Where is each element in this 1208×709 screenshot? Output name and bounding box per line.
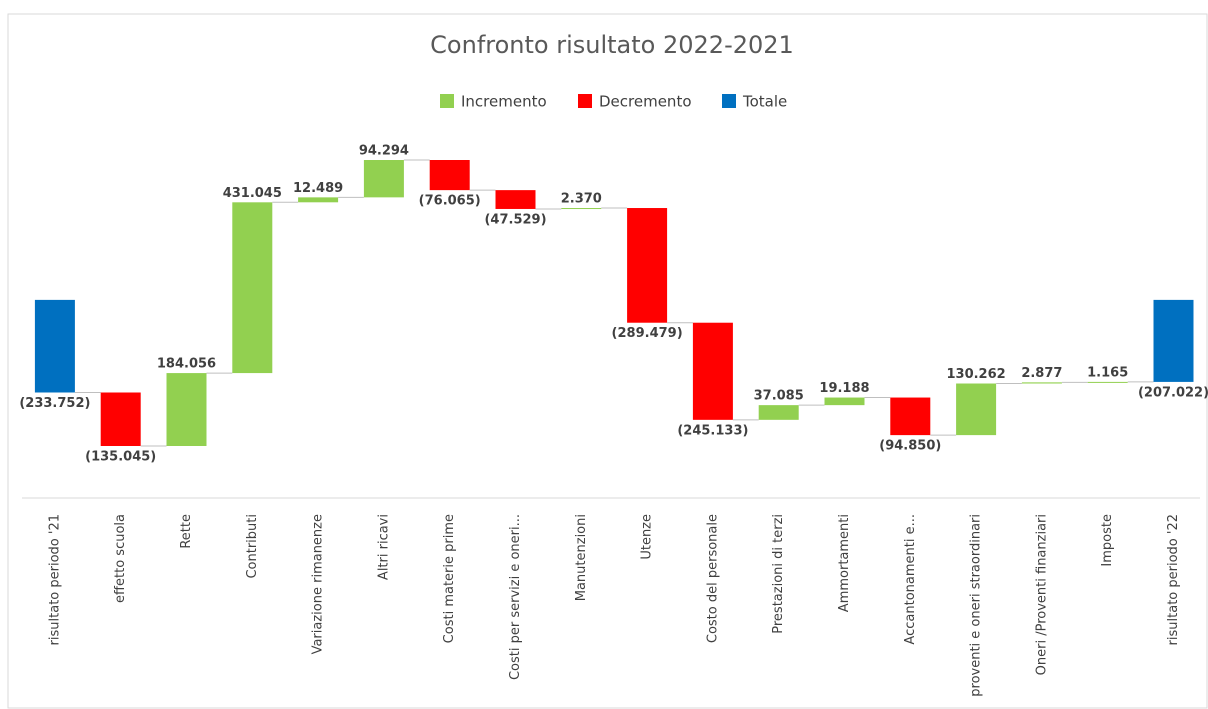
value-label: 2.370 (561, 192, 602, 207)
x-tick-label: Costi per servizi e oneri... (508, 514, 523, 680)
value-label: 12.489 (293, 181, 343, 196)
legend-label: Incremento (461, 93, 547, 111)
x-tick-label: Accantonamenti e... (903, 514, 918, 645)
x-tick-label: Costo del personale (705, 514, 720, 643)
bar (495, 190, 536, 209)
value-label: (233.752) (19, 396, 90, 411)
legend-label: Decremento (599, 93, 692, 111)
x-tick-label: Altri ricavi (376, 514, 391, 580)
legend-label: Totale (742, 93, 787, 111)
bar (429, 160, 470, 191)
value-label: 94.294 (359, 144, 409, 159)
x-tick-label: effetto scuola (113, 514, 128, 603)
x-tick-label: Utenze (640, 514, 655, 560)
chart-frame (7, 13, 1208, 709)
bar (100, 392, 141, 446)
legend-swatch (440, 94, 454, 108)
value-label: (135.045) (85, 450, 156, 465)
bar (824, 397, 865, 406)
bar (561, 208, 602, 210)
legend-swatch (578, 94, 592, 108)
x-tick-label: Imposte (1100, 514, 1115, 567)
bar (692, 322, 733, 420)
value-label: (94.850) (879, 439, 941, 454)
x-tick-label: Variazione rimanenze (311, 514, 326, 654)
bar (956, 383, 997, 436)
x-tick-label: proventi e oneri straordinari (969, 514, 984, 697)
x-tick-label: Prestazioni di terzi (771, 514, 786, 634)
x-tick-label: Contributi (245, 514, 260, 579)
bar (1153, 299, 1194, 382)
x-tick-label: risultato periodo '22 (1166, 514, 1181, 645)
bar (758, 405, 799, 420)
chart-title: Confronto risultato 2022-2021 (430, 31, 794, 59)
x-tick-label: Rette (179, 514, 194, 549)
bar (232, 202, 273, 374)
value-label: 19.188 (819, 381, 869, 396)
bar (34, 299, 75, 393)
value-label: (47.529) (484, 212, 546, 227)
value-label: (289.479) (612, 326, 683, 341)
x-tick-label: Ammortamenti (837, 514, 852, 612)
x-tick-label: risultato periodo '21 (47, 514, 62, 645)
value-label: 130.262 (946, 367, 1005, 382)
bar (166, 373, 207, 446)
x-tick-label: Costi materie prime (442, 514, 457, 643)
value-label: 37.085 (754, 389, 804, 404)
bar (363, 160, 404, 198)
value-label: 184.056 (157, 357, 216, 372)
value-label: (76.065) (419, 194, 481, 209)
bar (890, 397, 931, 436)
x-tick-label: Manutenzioni (574, 514, 589, 601)
value-label: 1.165 (1087, 365, 1128, 380)
value-label: 431.045 (223, 186, 282, 201)
value-label: (245.133) (677, 423, 748, 438)
value-label: (207.022) (1138, 385, 1208, 400)
bar (1087, 381, 1128, 383)
bar (1021, 382, 1062, 384)
x-tick-label: Oneri /Proventi finanziari (1034, 514, 1049, 675)
legend-swatch (722, 94, 736, 108)
bar (627, 208, 668, 323)
value-label: 2.877 (1021, 366, 1062, 381)
bar (298, 197, 339, 203)
